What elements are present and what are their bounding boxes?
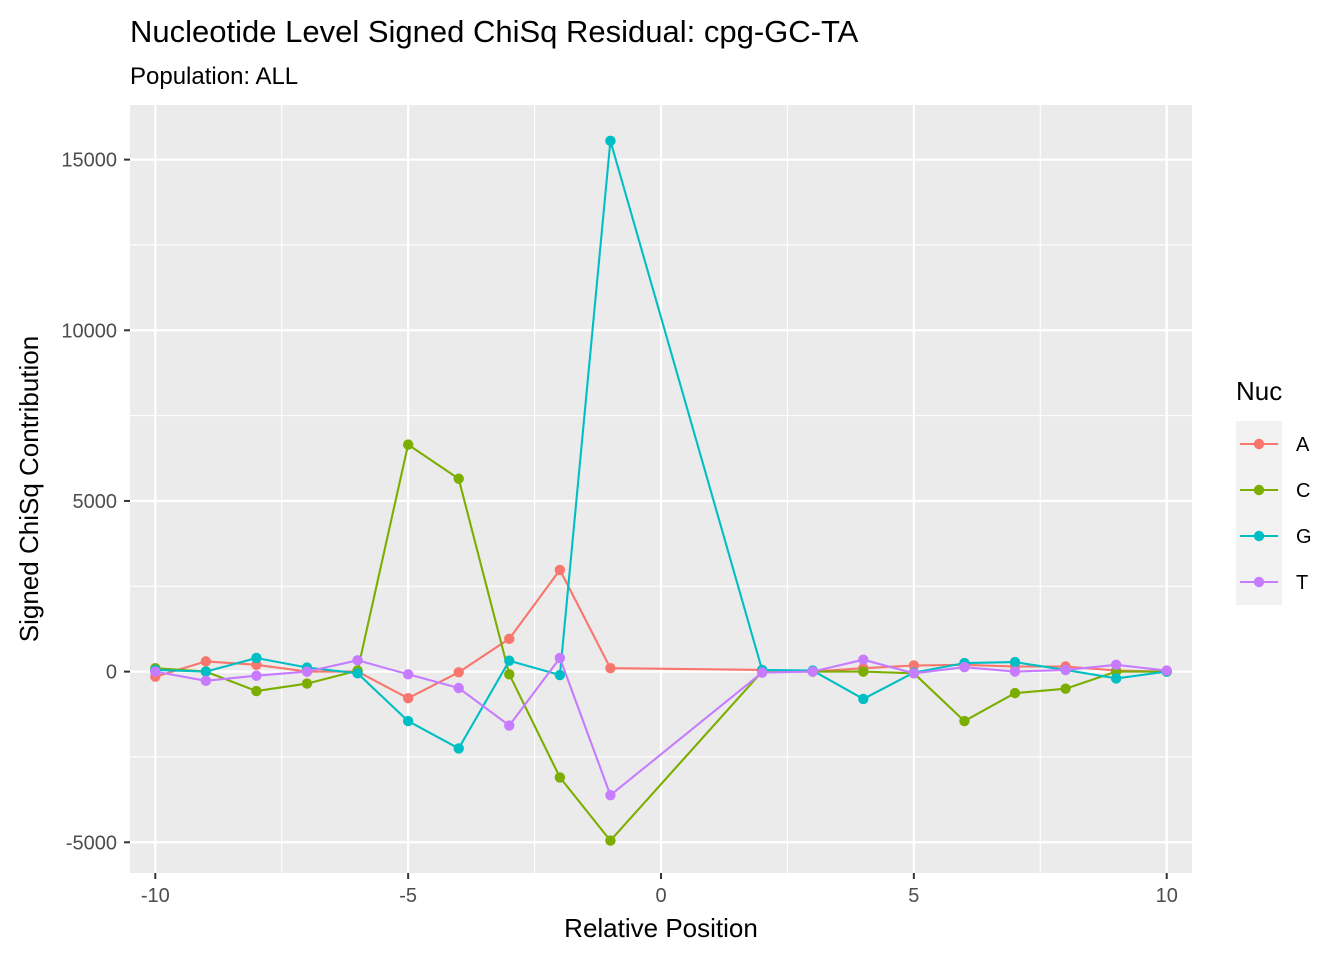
data-point-c bbox=[1060, 683, 1071, 694]
data-point-c bbox=[251, 685, 262, 697]
data-point-t bbox=[1110, 659, 1122, 670]
data-point-a bbox=[605, 663, 616, 674]
data-point-c bbox=[402, 439, 414, 450]
grid-major bbox=[130, 105, 1192, 873]
series-points bbox=[150, 135, 1172, 846]
y-axis: -5000 0 5000 10000 15000 bbox=[61, 150, 130, 854]
data-point-c bbox=[301, 678, 313, 689]
data-point-a bbox=[200, 656, 212, 667]
data-point-g bbox=[251, 652, 262, 664]
data-point-t bbox=[605, 789, 616, 801]
data-point-c bbox=[1009, 687, 1021, 699]
data-point-c bbox=[959, 715, 970, 727]
data-point-a bbox=[504, 633, 515, 645]
data-point-t bbox=[352, 655, 363, 666]
legend-label: A bbox=[1296, 434, 1310, 456]
legend: Nuc A C G T bbox=[1236, 376, 1312, 605]
legend-key-point-a bbox=[1253, 438, 1265, 450]
data-point-c bbox=[554, 772, 566, 783]
x-axis-label: Relative Position bbox=[564, 913, 758, 943]
data-point-g bbox=[352, 668, 363, 679]
x-tick-label: 0 bbox=[655, 885, 666, 907]
data-point-t bbox=[504, 720, 515, 731]
data-point-g bbox=[453, 743, 464, 754]
legend-key-point-t bbox=[1253, 576, 1265, 588]
y-tick-label: 5000 bbox=[73, 491, 118, 513]
data-point-t bbox=[150, 666, 161, 677]
data-point-g bbox=[1009, 656, 1021, 668]
data-point-a bbox=[453, 667, 464, 678]
data-point-t bbox=[402, 669, 414, 680]
chart-title: Nucleotide Level Signed ChiSq Residual: … bbox=[130, 14, 859, 49]
data-point-g bbox=[504, 655, 515, 666]
legend-key-point-c bbox=[1253, 484, 1265, 496]
x-tick-label: -5 bbox=[399, 885, 417, 907]
legend-label: T bbox=[1296, 572, 1308, 594]
data-point-g bbox=[200, 666, 212, 677]
legend-key-background bbox=[1236, 421, 1282, 605]
data-point-c bbox=[504, 669, 515, 680]
data-point-t bbox=[908, 668, 920, 679]
data-point-c bbox=[453, 473, 464, 484]
legend-items: A C G T bbox=[1240, 434, 1312, 594]
legend-key-point-g bbox=[1253, 530, 1265, 542]
data-point-c bbox=[605, 835, 616, 846]
data-point-t bbox=[251, 670, 262, 681]
data-point-g bbox=[858, 693, 869, 705]
data-point-t bbox=[1161, 665, 1172, 676]
chart-subtitle: Population: ALL bbox=[130, 63, 298, 90]
data-point-g bbox=[605, 135, 616, 147]
data-point-t bbox=[756, 667, 768, 678]
data-point-t bbox=[301, 666, 313, 677]
y-axis-label: Signed ChiSq Contribution bbox=[14, 336, 44, 642]
x-axis: -10 -5 0 5 10 bbox=[141, 873, 1178, 907]
data-point-g bbox=[1110, 673, 1122, 684]
x-tick-label: -10 bbox=[141, 885, 170, 907]
y-tick-label: 0 bbox=[106, 662, 117, 684]
legend-title: Nuc bbox=[1236, 376, 1282, 406]
data-point-t bbox=[200, 675, 212, 687]
x-tick-label: 10 bbox=[1156, 885, 1178, 907]
legend-label: C bbox=[1296, 480, 1310, 502]
data-point-t bbox=[1009, 666, 1021, 677]
y-tick-label: 10000 bbox=[61, 320, 117, 342]
x-tick-label: 5 bbox=[908, 885, 919, 907]
data-point-t bbox=[1060, 664, 1071, 676]
data-point-t bbox=[807, 666, 818, 677]
data-point-a bbox=[554, 564, 566, 576]
data-point-g bbox=[554, 669, 566, 681]
data-point-c bbox=[858, 666, 869, 677]
data-point-a bbox=[908, 660, 920, 671]
data-point-t bbox=[959, 661, 970, 673]
data-point-t bbox=[858, 654, 869, 665]
data-point-a bbox=[402, 693, 414, 704]
y-tick-label: -5000 bbox=[66, 832, 117, 854]
data-point-t bbox=[554, 652, 566, 664]
y-tick-label: 15000 bbox=[61, 150, 117, 172]
legend-label: G bbox=[1296, 526, 1312, 548]
data-point-t bbox=[453, 682, 464, 694]
data-point-g bbox=[402, 715, 414, 727]
